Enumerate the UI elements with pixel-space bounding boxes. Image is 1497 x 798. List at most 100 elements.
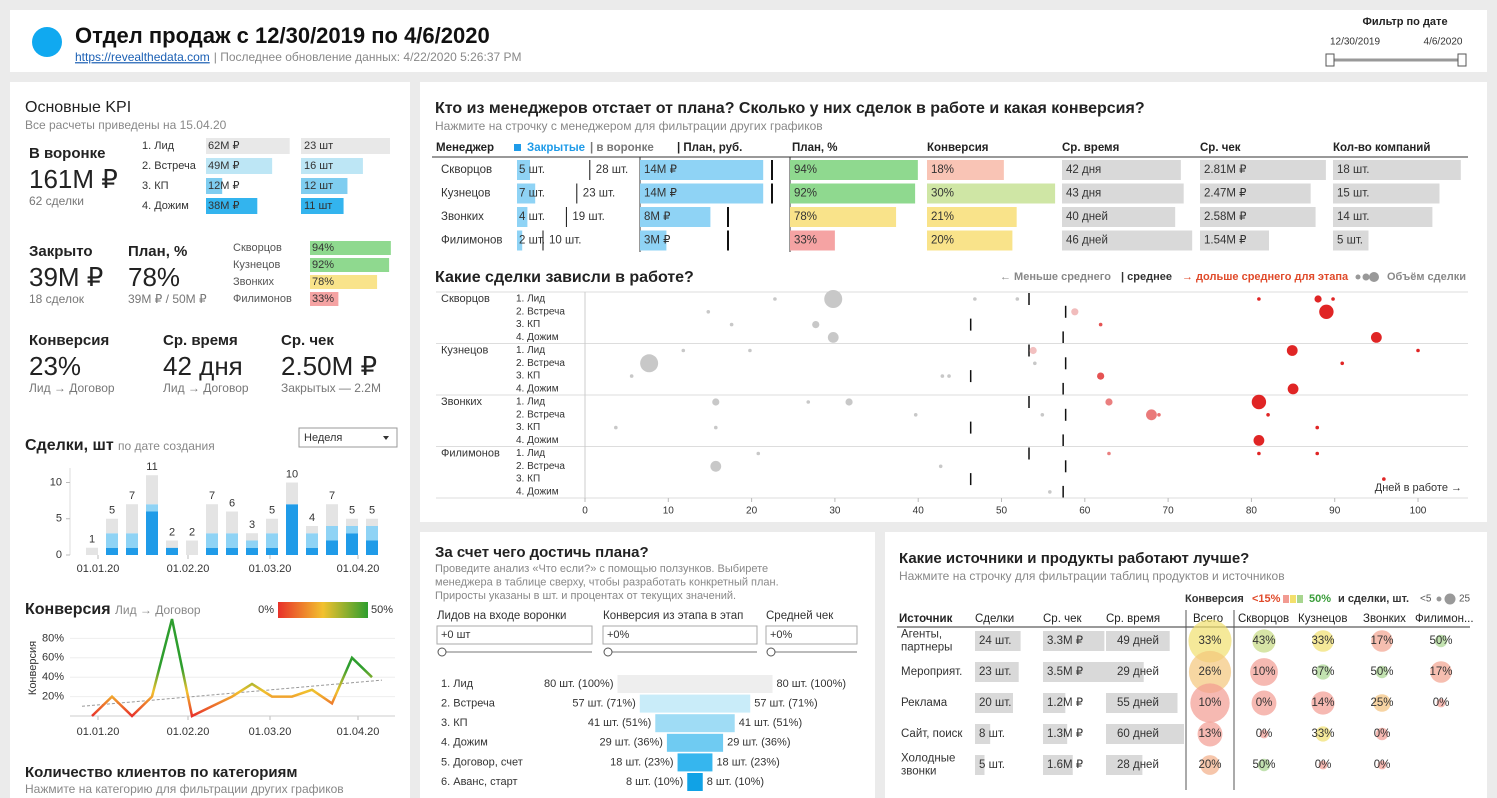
bar-label: 12 шт	[304, 180, 333, 192]
source-name[interactable]: Холодные звонки	[901, 753, 955, 778]
bar-label: 55 дней	[1117, 697, 1159, 709]
deal-bubble	[1257, 451, 1261, 456]
bar-label: 8 шт.	[979, 728, 1005, 740]
bar-label: 62M ₽	[208, 140, 239, 152]
bar-segment	[226, 511, 238, 534]
manager-name[interactable]: Филимонов	[441, 447, 500, 459]
bar-segment	[186, 540, 198, 555]
conversion-label: 10%	[1252, 666, 1275, 678]
input-box[interactable]	[602, 625, 758, 645]
bar-label: 94%	[312, 242, 334, 254]
bar-label: 19 шт.	[572, 211, 604, 223]
description: Приросты указаны в шт. и процентах от те…	[435, 590, 736, 602]
link[interactable]: https://revealthedata.com	[75, 50, 210, 64]
plan-bar	[310, 241, 391, 255]
avg-check-bar	[1200, 183, 1311, 204]
bar-segment	[306, 526, 318, 534]
conversion-bubble	[1318, 760, 1328, 770]
dropdown[interactable]	[298, 427, 398, 448]
stage-label: 3. КП	[142, 180, 169, 192]
y-tick-label: 10	[50, 476, 62, 488]
deal-bubble	[1105, 398, 1113, 406]
stage-label: 1. Лид	[516, 294, 545, 305]
bar-segment	[346, 533, 358, 555]
filter-end: 4/6/2020	[1424, 37, 1463, 48]
bar-label: 16 шт	[304, 160, 333, 172]
kpi-value: 39M ₽	[29, 262, 103, 292]
column-header: Источник	[899, 613, 953, 625]
source-name[interactable]: Реклама	[901, 697, 948, 709]
conversion-bubble	[1371, 630, 1393, 652]
input-box[interactable]	[765, 625, 858, 645]
manager-name[interactable]: Скворцов	[441, 293, 490, 305]
conversion-label: 50%	[1429, 635, 1452, 647]
source-name[interactable]: Мероприят.	[901, 666, 962, 678]
input-value[interactable]: +0 шт	[441, 629, 470, 641]
legend-swatch	[1283, 595, 1289, 603]
deal-bubble	[1146, 409, 1157, 421]
deal-bubble	[1098, 322, 1103, 327]
column-header: Кузнецов	[1298, 613, 1347, 625]
conversion-bubble	[1197, 721, 1223, 747]
y-axis-label: Конверсия	[27, 641, 39, 695]
bar-label: 92%	[312, 259, 334, 271]
bar-label: 60 дней	[1117, 728, 1159, 740]
bar-total-label: 11	[146, 461, 157, 473]
manager-name[interactable]: Звонких	[441, 396, 483, 408]
bar-segment	[106, 547, 118, 555]
manager-name: Кузнецов	[233, 259, 280, 271]
deal-bubble	[748, 348, 752, 353]
bar-segment	[126, 547, 138, 555]
column-header: Ср. чек	[1043, 613, 1082, 625]
deal-bubble	[729, 322, 734, 327]
source-name[interactable]: Агенты, партнеры	[901, 629, 952, 654]
input-value[interactable]: +0%	[770, 629, 793, 641]
bar-total-label: 7	[329, 490, 335, 502]
bar-segment	[366, 540, 378, 555]
deal-bubble	[973, 297, 977, 301]
conversion-bubble	[1252, 629, 1276, 653]
slider-handle[interactable]	[766, 647, 776, 657]
dropdown-value[interactable]: Неделя	[304, 432, 342, 444]
x-tick-label: 80	[1246, 506, 1258, 517]
manager-name[interactable]: Кузнецов	[441, 344, 488, 356]
source-name[interactable]: Сайт, поиск	[901, 728, 963, 740]
date-slider-handle[interactable]	[1457, 53, 1467, 67]
stage-label: 3. КП	[516, 319, 540, 330]
manager-name[interactable]: Филимонов	[441, 235, 502, 247]
input-value[interactable]: +0%	[607, 629, 630, 641]
bar-segment	[226, 547, 238, 555]
manager-name[interactable]: Скворцов	[441, 164, 492, 176]
funnel-bar	[639, 694, 751, 713]
conversion-bubble	[1257, 758, 1271, 772]
bar-label: 49M ₽	[208, 160, 239, 172]
bar-segment	[346, 526, 358, 534]
manager-name[interactable]: Звонких	[441, 211, 484, 223]
deal-bubble	[940, 374, 945, 378]
section-subtitle: Нажмите на строчку с менеджером для филь…	[435, 119, 823, 133]
column-header: Ср. время	[1062, 142, 1119, 154]
value-label: 8 шт. (10%)	[626, 776, 683, 788]
y-tick-label: 80%	[42, 632, 64, 644]
bar-label: 92%	[794, 188, 817, 200]
slider-handle[interactable]	[603, 647, 613, 657]
deal-bubble	[640, 354, 659, 373]
bar-label: 33%	[312, 293, 334, 305]
manager-name: Звонких	[233, 276, 275, 288]
conversion-label: 25%	[1370, 697, 1393, 709]
date-slider-handle[interactable]	[1325, 53, 1335, 67]
deal-bubble	[913, 413, 918, 417]
bar-label: 14 шт.	[1337, 211, 1369, 223]
deal-bubble	[1107, 451, 1111, 456]
column-header: Скворцов	[1238, 613, 1289, 625]
slider-handle[interactable]	[437, 647, 447, 657]
closed-bar	[517, 230, 523, 251]
what-if-panel	[420, 532, 875, 798]
input-box[interactable]	[436, 625, 593, 645]
x-tick-label: 01.03.20	[249, 563, 292, 575]
check-bar	[1043, 662, 1109, 682]
bar-label: 49 дней	[1117, 635, 1159, 647]
manager-name[interactable]: Кузнецов	[441, 188, 490, 200]
conversion-bar	[927, 160, 1004, 180]
column-header: | в воронке	[590, 142, 654, 154]
